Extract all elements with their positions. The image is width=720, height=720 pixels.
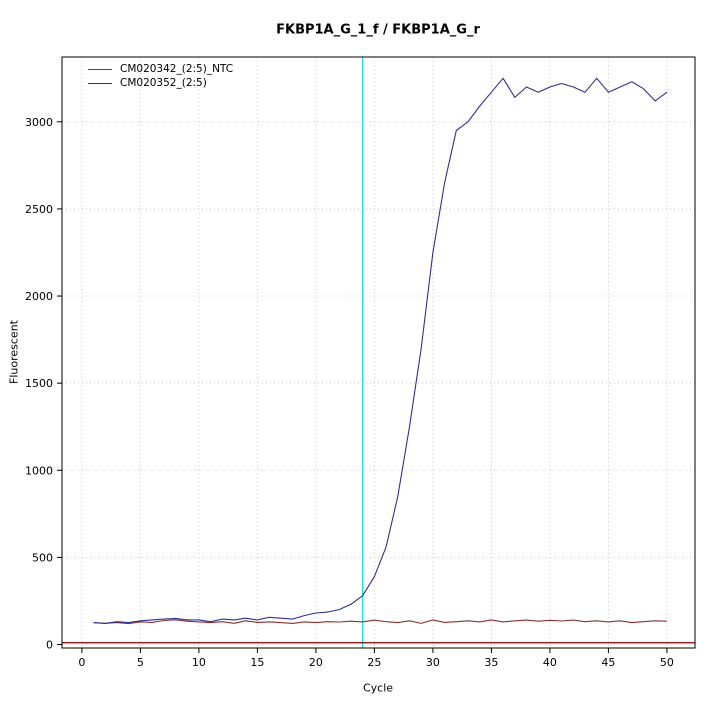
series-line-ntc — [93, 619, 667, 625]
legend-item-sample: CM020352_(2:5) — [88, 78, 233, 89]
legend-line-swatch-sample — [88, 83, 112, 84]
legend-label-ntc: CM020342_(2:5)_NTC — [120, 63, 234, 75]
x-tick-label: 0 — [78, 656, 85, 669]
legend-label-sample: CM020352_(2:5) — [120, 77, 207, 89]
y-tick-label: 1500 — [25, 377, 53, 390]
chart-title: FKBP1A_G_1_f / FKBP1A_G_r — [276, 22, 480, 38]
y-tick-label: 2500 — [25, 203, 53, 216]
y-tick-label: 2000 — [25, 290, 53, 303]
x-tick-label: 5 — [137, 656, 144, 669]
x-tick-label: 30 — [426, 656, 440, 669]
x-tick-label: 40 — [543, 656, 557, 669]
gridlines — [62, 57, 695, 648]
x-axis-label: Cycle — [362, 681, 394, 695]
y-tick-label: 0 — [46, 639, 53, 652]
legend-line-swatch-ntc — [88, 69, 112, 70]
y-axis-label: Fluorescent — [7, 320, 21, 384]
x-tick-label: 25 — [367, 656, 381, 669]
x-tick-label: 45 — [601, 656, 615, 669]
tick-labels: 0 5 10 15 20 25 30 35 40 45 5005001000150020002500… — [25, 116, 674, 669]
y-tick-label: 500 — [32, 551, 53, 564]
x-tick-label: 50 — [660, 656, 674, 669]
legend-item-ntc: CM020342_(2:5)_NTC — [88, 64, 233, 75]
plot-border — [61, 56, 696, 649]
series-line-sample — [93, 77, 668, 624]
x-tick-label: 35 — [484, 656, 498, 669]
y-tick-label: 1000 — [25, 464, 53, 477]
legend: CM020342_(2:5)_NTC CM020352_(2:5) — [88, 64, 233, 89]
x-tick-label: 20 — [309, 656, 323, 669]
tick-marks — [57, 121, 668, 653]
y-tick-label: 3000 — [25, 116, 53, 129]
x-tick-label: 10 — [192, 656, 206, 669]
x-tick-label: 15 — [250, 656, 264, 669]
